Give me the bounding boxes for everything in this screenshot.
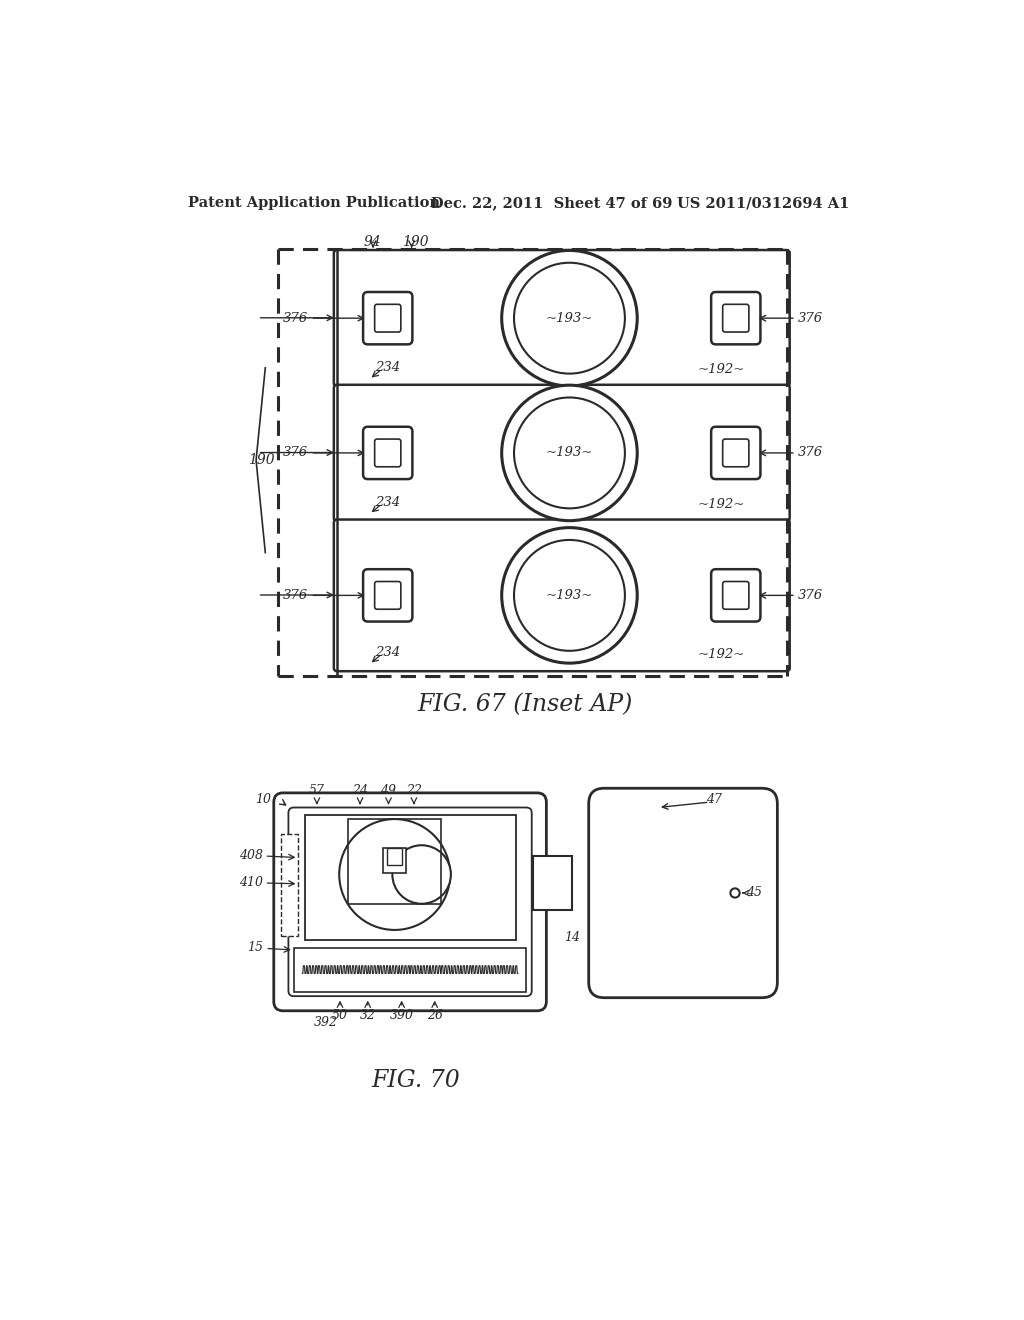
Text: Dec. 22, 2011  Sheet 47 of 69: Dec. 22, 2011 Sheet 47 of 69 — [431, 197, 672, 210]
FancyBboxPatch shape — [364, 569, 413, 622]
Text: ~192~: ~192~ — [698, 363, 745, 376]
Text: FIG. 70: FIG. 70 — [371, 1069, 460, 1093]
Text: 14: 14 — [564, 931, 580, 944]
Text: 408: 408 — [239, 849, 263, 862]
FancyBboxPatch shape — [375, 305, 400, 333]
Text: 376: 376 — [283, 446, 364, 459]
Circle shape — [514, 263, 625, 374]
Text: 190: 190 — [248, 453, 274, 467]
Text: US 2011/0312694 A1: US 2011/0312694 A1 — [677, 197, 850, 210]
Text: ~193~: ~193~ — [546, 446, 593, 459]
FancyBboxPatch shape — [334, 520, 790, 671]
Bar — [383, 849, 407, 873]
Bar — [294, 948, 526, 991]
Circle shape — [502, 385, 637, 520]
FancyBboxPatch shape — [364, 426, 413, 479]
Text: ~192~: ~192~ — [698, 498, 745, 511]
FancyBboxPatch shape — [589, 788, 777, 998]
FancyBboxPatch shape — [364, 292, 413, 345]
Text: ~193~: ~193~ — [546, 589, 593, 602]
Text: 32: 32 — [359, 1010, 376, 1022]
FancyBboxPatch shape — [375, 440, 400, 467]
Text: 234: 234 — [376, 362, 400, 375]
Text: 410: 410 — [239, 875, 263, 888]
Text: 190: 190 — [401, 235, 428, 248]
Text: 47: 47 — [707, 792, 723, 805]
Circle shape — [392, 845, 451, 904]
Text: 15: 15 — [247, 941, 263, 954]
Text: 50: 50 — [332, 1010, 348, 1022]
Text: 390: 390 — [389, 1010, 414, 1022]
Text: FIG. 67 (Inset AP): FIG. 67 (Inset AP) — [417, 693, 633, 717]
FancyBboxPatch shape — [273, 793, 547, 1011]
FancyBboxPatch shape — [711, 426, 761, 479]
FancyBboxPatch shape — [723, 440, 749, 467]
Bar — [348, 818, 441, 904]
FancyBboxPatch shape — [723, 305, 749, 333]
Text: 22: 22 — [406, 784, 422, 797]
Text: 234: 234 — [376, 647, 400, 659]
Text: ~192~: ~192~ — [698, 648, 745, 661]
Text: 94: 94 — [364, 235, 381, 248]
Text: 376: 376 — [798, 589, 822, 602]
FancyBboxPatch shape — [375, 582, 400, 610]
Bar — [387, 849, 402, 866]
Text: 24: 24 — [352, 784, 368, 797]
Circle shape — [502, 251, 637, 385]
Text: 376: 376 — [283, 589, 364, 602]
FancyBboxPatch shape — [334, 385, 790, 521]
Text: 376: 376 — [798, 312, 822, 325]
Text: 10: 10 — [255, 793, 270, 807]
Circle shape — [339, 818, 451, 929]
Text: 57: 57 — [309, 784, 325, 797]
Text: ~193~: ~193~ — [546, 312, 593, 325]
Circle shape — [514, 540, 625, 651]
Text: 392: 392 — [313, 1016, 338, 1028]
Circle shape — [514, 397, 625, 508]
Text: 49: 49 — [381, 784, 396, 797]
Bar — [534, 857, 571, 909]
Text: 26: 26 — [427, 1010, 442, 1022]
Text: 45: 45 — [745, 887, 762, 899]
Text: 376: 376 — [283, 312, 364, 325]
Text: 376: 376 — [798, 446, 822, 459]
Bar — [304, 816, 515, 940]
FancyBboxPatch shape — [334, 249, 790, 387]
Text: Patent Application Publication: Patent Application Publication — [188, 197, 440, 210]
FancyBboxPatch shape — [711, 569, 761, 622]
Text: 234: 234 — [376, 496, 400, 510]
FancyBboxPatch shape — [723, 582, 749, 610]
Bar — [282, 834, 298, 936]
Circle shape — [502, 528, 637, 663]
FancyBboxPatch shape — [711, 292, 761, 345]
